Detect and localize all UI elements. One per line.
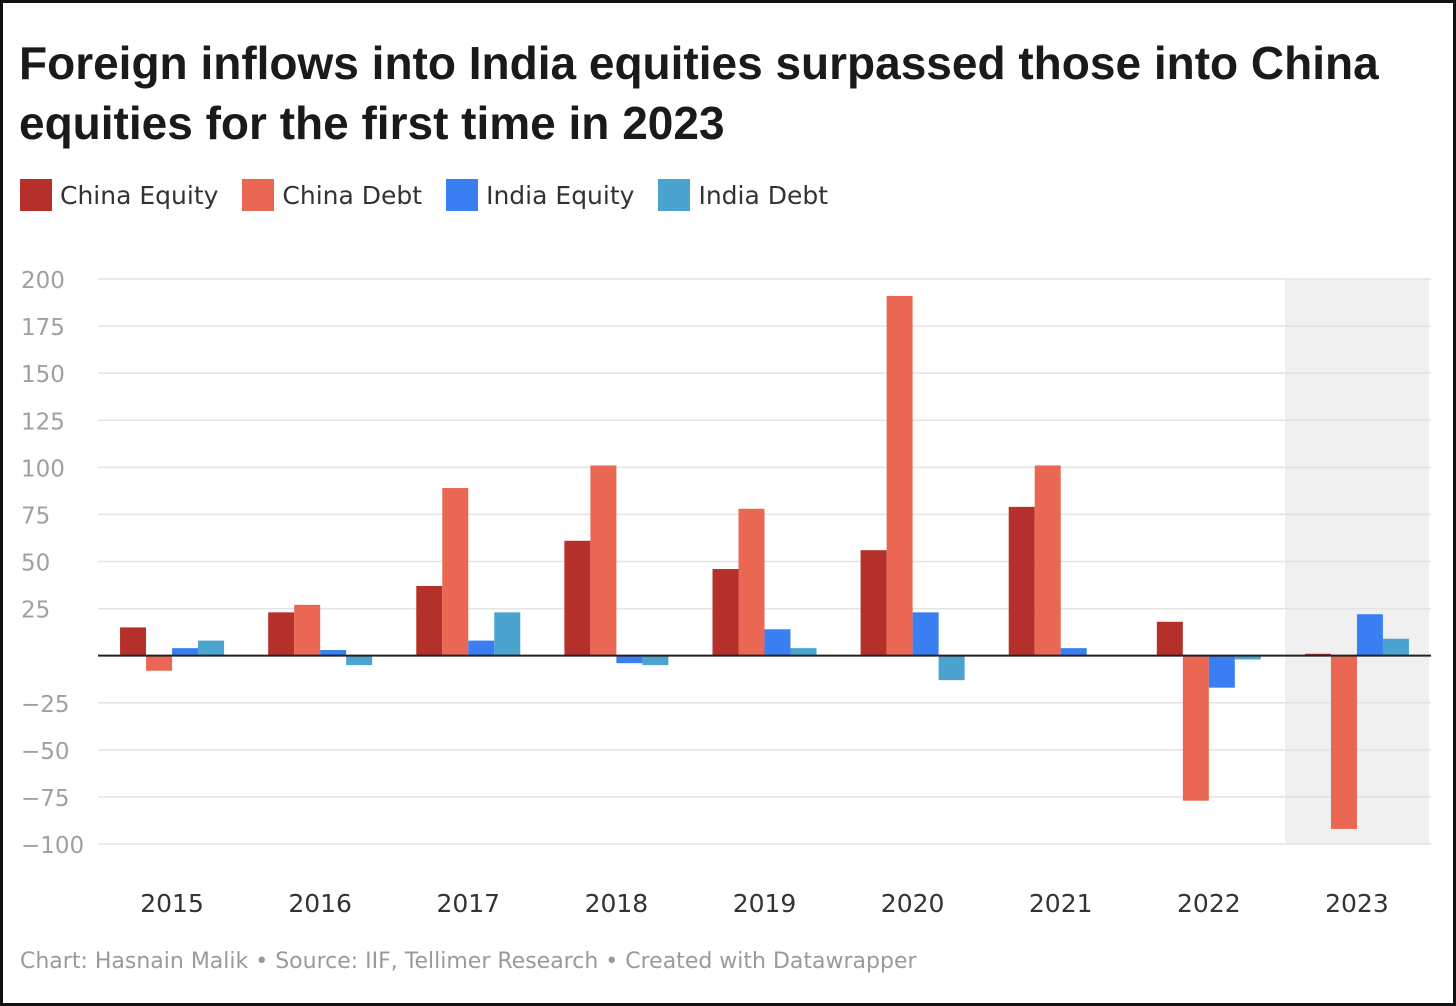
bar — [764, 629, 791, 656]
x-tick-label: 2019 — [733, 889, 797, 918]
chart-credits: Chart: Hasnain Malik • Source: IIF, Tell… — [20, 949, 917, 974]
bar — [346, 655, 373, 666]
bar — [564, 540, 591, 656]
x-tick-label: 2017 — [436, 889, 500, 918]
y-tick-label: 200 — [21, 268, 65, 294]
y-tick-label: −100 — [21, 833, 84, 859]
bar — [468, 640, 495, 656]
bar — [790, 648, 817, 656]
x-tick-label: 2015 — [140, 889, 204, 918]
bar — [172, 648, 199, 656]
bar — [294, 604, 321, 656]
legend: China Equity China Debt India Equity India … — [20, 175, 852, 215]
x-tick-label: 2018 — [585, 889, 649, 918]
chart-title: Foreign inflows into India equities surp… — [19, 37, 1379, 149]
bar — [442, 488, 469, 656]
bar — [416, 585, 443, 656]
legend-item: India Equity — [446, 179, 634, 211]
y-tick-label: 175 — [21, 315, 65, 341]
legend-item: India Debt — [658, 179, 828, 211]
x-tick-label: 2022 — [1177, 889, 1241, 918]
legend-item: China Debt — [242, 179, 422, 211]
bar — [886, 295, 913, 656]
bar — [912, 612, 939, 656]
bar — [494, 612, 521, 656]
legend-item: China Equity — [20, 179, 218, 211]
y-tick-label: −75 — [21, 786, 70, 812]
bar — [1156, 621, 1183, 656]
legend-swatch — [658, 179, 691, 211]
legend-swatch — [446, 179, 479, 211]
bar — [198, 640, 225, 656]
bar — [268, 612, 295, 656]
bar — [120, 627, 147, 656]
y-tick-label: 125 — [21, 409, 65, 435]
y-tick-label: 150 — [21, 362, 65, 388]
bar — [1008, 506, 1035, 656]
y-tick-label: −50 — [21, 739, 70, 765]
x-tick-label: 2016 — [288, 889, 352, 918]
bar — [860, 550, 887, 656]
bar — [320, 650, 347, 656]
bar — [642, 655, 669, 666]
bar — [1182, 655, 1209, 801]
legend-label: China Equity — [60, 180, 219, 210]
bar — [1060, 648, 1087, 656]
bar — [738, 508, 765, 656]
bar — [1234, 655, 1261, 660]
bar — [712, 569, 739, 656]
legend-label: India Equity — [486, 180, 635, 210]
y-tick-label: 25 — [21, 598, 50, 624]
x-tick-label: 2023 — [1325, 889, 1389, 918]
bar — [1034, 465, 1061, 656]
x-tick-label: 2020 — [881, 889, 945, 918]
bar — [938, 655, 965, 681]
legend-swatch — [20, 179, 52, 211]
x-tick-label: 2021 — [1029, 889, 1093, 918]
y-tick-label: 75 — [21, 503, 50, 529]
y-tick-label: −25 — [21, 692, 70, 718]
bar — [1382, 638, 1409, 656]
bar — [146, 655, 173, 671]
y-tick-label: 50 — [21, 551, 50, 577]
bar — [1330, 655, 1357, 829]
legend-swatch — [242, 179, 275, 211]
legend-label: China Debt — [282, 180, 423, 210]
bar — [616, 655, 643, 664]
bar — [1356, 614, 1383, 656]
bar-chart: 200 175 150 125 100 75 50 25 −25 −50 −75 −100 2015 20… — [21, 268, 1431, 918]
y-tick-label: 100 — [21, 456, 65, 482]
legend-label: India Debt — [698, 180, 829, 210]
bar — [590, 465, 617, 656]
bar — [1208, 655, 1235, 688]
